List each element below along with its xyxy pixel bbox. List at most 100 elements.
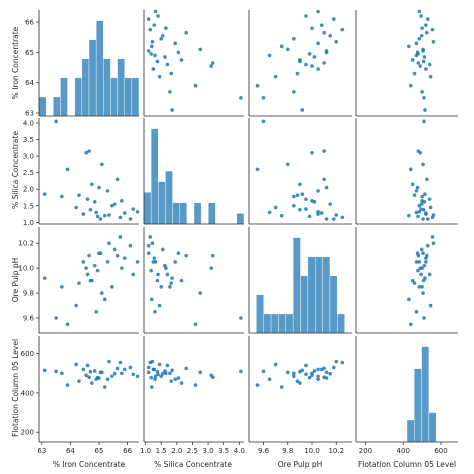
scatter-point [410,278,415,283]
panel-2-2 [248,227,352,334]
scatter-point [92,200,97,204]
scatter-point [312,55,317,59]
scatter-point [316,212,320,216]
x-tick-label: 63 [37,447,46,455]
hist-bar [143,191,152,225]
scatter-point [261,369,266,374]
scatter-point [170,108,174,112]
panel-3-0 [38,336,140,443]
scatter-point [279,385,284,389]
scatter-point [128,243,133,248]
scatter-point [81,212,86,216]
scatter-point [412,193,417,197]
scatter-point [120,371,124,376]
x-tick-label: 65 [95,447,104,455]
scatter-point [165,363,170,368]
scatter-point [431,40,436,44]
scatter-point [304,62,308,67]
scatter-point [107,359,111,364]
scatter-point [118,235,123,239]
scatter-point [74,205,78,210]
hist-bar [172,202,180,225]
scatter-point [334,359,339,364]
scatter-point [419,272,423,277]
x-axis-label-ph: Ore Pulp pH [278,460,323,469]
scatter-point [168,371,172,376]
scatter-point [424,23,428,27]
scatter-point [176,376,181,380]
y-tick-label: 400 [21,389,34,397]
scatter-point [416,214,420,219]
scatter-point [148,360,153,365]
hist-bar [117,58,125,117]
scatter-point [334,40,339,44]
scatter-point [122,211,127,215]
scatter-point [340,360,345,365]
scatter-point [414,260,419,264]
scatter-point [415,50,420,55]
scatter-point [170,368,174,373]
scatter-point [422,263,427,268]
y-axis-label-silica: % Silica Concentrate [11,131,20,209]
x-tick-label: 400 [397,447,410,455]
hist-bar [322,256,331,334]
y-tick-label: 9.8 [23,290,34,298]
scatter-point [422,55,427,59]
scatter-point [184,30,188,35]
scatter-point [65,383,70,387]
scatter-point [164,266,168,270]
scatter-point [239,96,243,100]
scatter-point [310,64,314,68]
scatter-point [179,58,184,62]
hist-bar [131,77,140,117]
scatter-point [273,205,278,210]
scatter-point [427,62,432,67]
scatter-point [184,253,188,258]
scatter-point [42,368,47,373]
scatter-point [267,377,272,381]
scatter-point [120,266,124,270]
scatter-point [425,30,429,35]
scatter-point [85,197,90,201]
x-axis-label-silica: % Silica Concentrate [154,460,232,469]
scatter-point [292,203,296,208]
scatter-point [324,370,329,375]
scatter-point [322,61,326,65]
scatter-point [255,383,260,387]
scatter-point [340,27,345,32]
scatter-point [420,89,424,94]
scatter-point [88,207,93,212]
y-axes: % Iron Concentrate % Silica Concentrate … [11,19,39,437]
scatter-point [421,278,426,283]
scatter-point [153,377,157,381]
scatter-point [110,374,114,379]
scatter-point [88,278,93,283]
scatter-point [304,363,308,368]
scatter-point [210,253,215,258]
hist-bar [421,346,430,443]
hist-bar [208,202,216,225]
scatter-point [115,253,120,258]
scatter-point [107,241,111,246]
scatter-point [414,189,419,193]
scatter-point [295,71,300,76]
y-tick-label: 63 [25,109,34,117]
scatter-point [153,53,157,58]
scatter-point [424,67,428,71]
scatter-point [100,291,104,295]
hist-bar [256,294,264,334]
scatter-point [97,376,101,380]
scatter-point [422,96,426,100]
scatter-point [300,192,305,196]
scatter-point [322,366,326,371]
scatter-point [261,96,266,100]
scatter-point [430,27,435,32]
scatter-point [179,381,184,385]
y-axis-label-ph: Ore Pulp pH [11,258,20,303]
hist-bar [300,275,309,334]
scatter-point [157,303,162,308]
scatter-point [319,23,324,27]
hist-bar [88,39,97,117]
scatter-point [115,366,120,371]
